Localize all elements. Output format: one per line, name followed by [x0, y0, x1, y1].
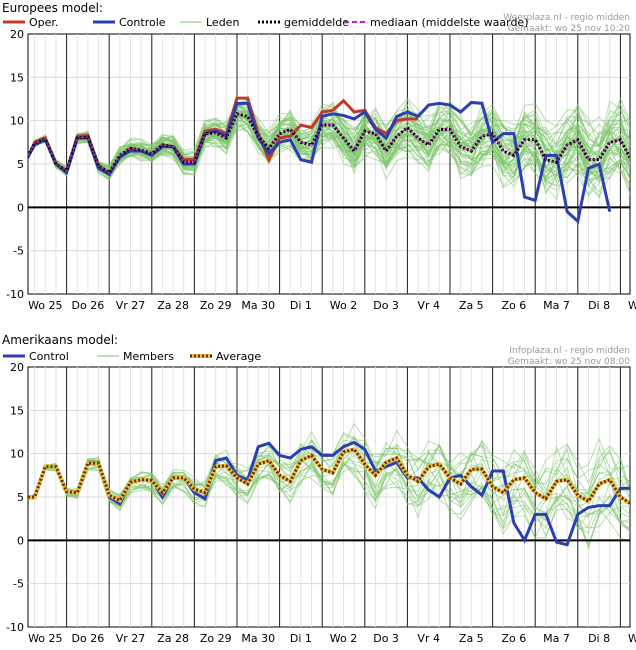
- series-line-controle: [28, 100, 612, 225]
- made-label: Gemaakt: wo 25 nov 08:00: [508, 357, 631, 367]
- x-day-label: Ma 30: [241, 632, 275, 645]
- y-tick-label: -10: [6, 288, 24, 301]
- x-day-label: Za 28: [157, 299, 189, 312]
- ensemble-member-line: [28, 454, 630, 524]
- x-day-label: Wo 2: [330, 299, 357, 312]
- x-day-label: Vr 27: [116, 299, 146, 312]
- legend-item: Members: [97, 350, 174, 363]
- y-tick-label: 10: [10, 448, 24, 461]
- ensemble-member-line: [28, 103, 630, 172]
- legend-item: mediaan (middelste waarde): [344, 16, 528, 29]
- legend-item: Oper.: [3, 16, 58, 29]
- x-day-label: Di 1: [290, 299, 312, 312]
- y-tick-label: -5: [13, 245, 24, 258]
- x-day-label: Do 26: [72, 632, 105, 645]
- x-day-label: Wo 9: [628, 299, 636, 312]
- source-label: Infoplaza.nl - regio midden: [509, 346, 630, 356]
- european-model-panel: Europees model: Weerplaza.nl - regio midd…: [2, 1, 636, 312]
- ensemble-member-line: [28, 117, 630, 180]
- legend-label: Controle: [119, 16, 166, 29]
- legend-item: Average: [190, 350, 261, 363]
- ensemble-member-line: [28, 422, 630, 497]
- y-tick-label: 20: [10, 28, 24, 41]
- x-day-label: Za 28: [157, 632, 189, 645]
- x-day-label: Di 8: [588, 632, 610, 645]
- y-tick-label: 0: [17, 201, 24, 214]
- y-tick-label: 0: [17, 534, 24, 547]
- ensemble-member-line: [28, 435, 630, 500]
- series-line-average: [28, 447, 630, 506]
- x-day-label: Wo 25: [28, 299, 62, 312]
- x-day-label: Wo 2: [330, 632, 357, 645]
- legend-label: gemiddelde: [284, 16, 349, 29]
- ensemble-member-line: [28, 464, 630, 551]
- y-tick-label: 15: [10, 404, 24, 417]
- legend-item: gemiddelde: [258, 16, 349, 29]
- x-day-label: Zo 6: [502, 299, 527, 312]
- y-tick-label: 5: [17, 491, 24, 504]
- legend-item: Control: [3, 350, 69, 363]
- x-day-label: Wo 25: [28, 632, 62, 645]
- y-tick-label: -10: [6, 621, 24, 634]
- x-day-label: Wo 9: [628, 632, 636, 645]
- x-day-label: Do 3: [373, 632, 399, 645]
- x-day-label: Ma 30: [241, 299, 275, 312]
- x-day-label: Di 8: [588, 299, 610, 312]
- y-tick-label: 20: [10, 361, 24, 374]
- y-tick-label: 15: [10, 71, 24, 84]
- main-series: [28, 440, 630, 547]
- legend-label: Average: [216, 350, 261, 363]
- legend-label: Leden: [206, 16, 239, 29]
- source-label: Weerplaza.nl - regio midden: [503, 13, 630, 23]
- x-day-label: Za 5: [459, 299, 484, 312]
- american-model-panel: Amerikaans model: Infoplaza.nl - regio mi…: [2, 333, 636, 645]
- x-day-label: Vr 4: [417, 299, 440, 312]
- x-day-label: Vr 27: [116, 632, 146, 645]
- legend-label: Members: [123, 350, 174, 363]
- legend-item: Controle: [93, 16, 166, 29]
- ensemble-member-line: [28, 102, 630, 173]
- x-day-label: Di 1: [290, 632, 312, 645]
- chart-title: Amerikaans model:: [2, 333, 118, 347]
- y-tick-label: 10: [10, 115, 24, 128]
- legend-label: Control: [29, 350, 69, 363]
- legend-label: mediaan (middelste waarde): [370, 16, 528, 29]
- main-series: [28, 96, 630, 225]
- ensemble-member-line: [28, 463, 630, 548]
- x-day-label: Do 3: [373, 299, 399, 312]
- made-label: Gemaakt: wo 25 nov 10:20: [508, 24, 631, 34]
- x-day-label: Ma 7: [543, 299, 570, 312]
- legend-item: Leden: [180, 16, 239, 29]
- y-tick-label: -5: [13, 578, 24, 591]
- x-day-label: Zo 6: [502, 632, 527, 645]
- x-day-label: Ma 7: [543, 632, 570, 645]
- x-day-label: Do 26: [72, 299, 105, 312]
- x-day-label: Vr 4: [417, 632, 440, 645]
- x-day-label: Za 5: [459, 632, 484, 645]
- legend-label: Oper.: [29, 16, 58, 29]
- ensemble-member-line: [28, 97, 630, 170]
- chart-title: Europees model:: [2, 1, 103, 15]
- gridlines: [28, 367, 630, 627]
- y-tick-label: 5: [17, 158, 24, 171]
- x-day-label: Zo 29: [200, 632, 232, 645]
- x-day-label: Zo 29: [200, 299, 232, 312]
